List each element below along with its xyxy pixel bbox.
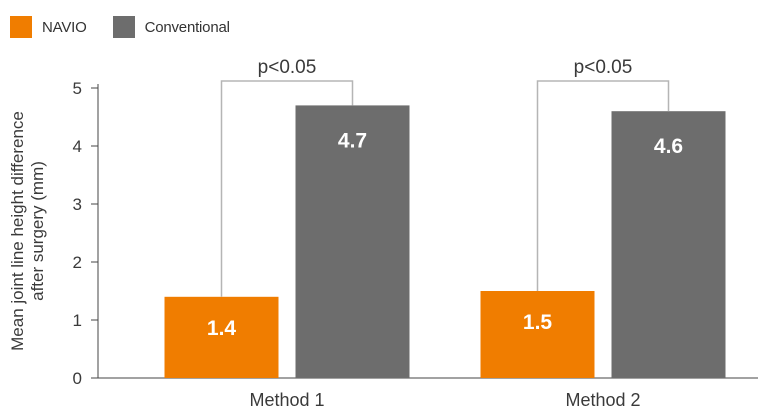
x-category-label: Method 1 — [249, 390, 324, 410]
significance-label: p<0.05 — [258, 57, 317, 78]
legend-swatch-navio — [10, 16, 32, 38]
bar-conventional-1 — [295, 105, 410, 379]
y-axis-label: Mean joint line height difference after … — [8, 111, 47, 351]
y-axis-label-line-2: after surgery (mm) — [28, 161, 47, 301]
y-tick-label: 5 — [73, 79, 82, 98]
significance-annotations: p<0.05 p<0.05 — [220, 57, 670, 297]
chart-legend: NAVIO Conventional — [10, 16, 256, 38]
bar-conventional-2 — [611, 111, 726, 378]
data-label: 4.7 — [338, 129, 367, 152]
y-tick-label: 0 — [73, 369, 82, 388]
legend-swatch-conventional — [112, 16, 135, 38]
y-tick-label: 1 — [73, 311, 82, 330]
data-label: 4.6 — [654, 135, 683, 158]
y-tick-label: 2 — [73, 253, 82, 272]
y-tick-label: 3 — [73, 195, 82, 214]
bar-navio-2 — [480, 291, 595, 378]
data-label: 1.5 — [523, 311, 553, 334]
legend-item-conventional: Conventional — [112, 16, 230, 38]
x-category-label: Method 2 — [565, 390, 640, 410]
bar-navio-1 — [164, 296, 279, 378]
data-label: 1.4 — [207, 317, 237, 340]
significance-bracket — [536, 80, 670, 291]
legend-label-navio: NAVIO — [42, 18, 87, 36]
bars: 1.4 4.7 1.5 4.6 — [164, 105, 726, 379]
y-tick-label: 4 — [73, 137, 82, 156]
legend-item-navio: NAVIO — [10, 16, 87, 38]
significance-bracket — [220, 80, 354, 297]
significance-label: p<0.05 — [574, 57, 633, 78]
y-axis-label-line-1: Mean joint line height difference — [8, 111, 27, 351]
legend-label-conventional: Conventional — [144, 18, 230, 36]
